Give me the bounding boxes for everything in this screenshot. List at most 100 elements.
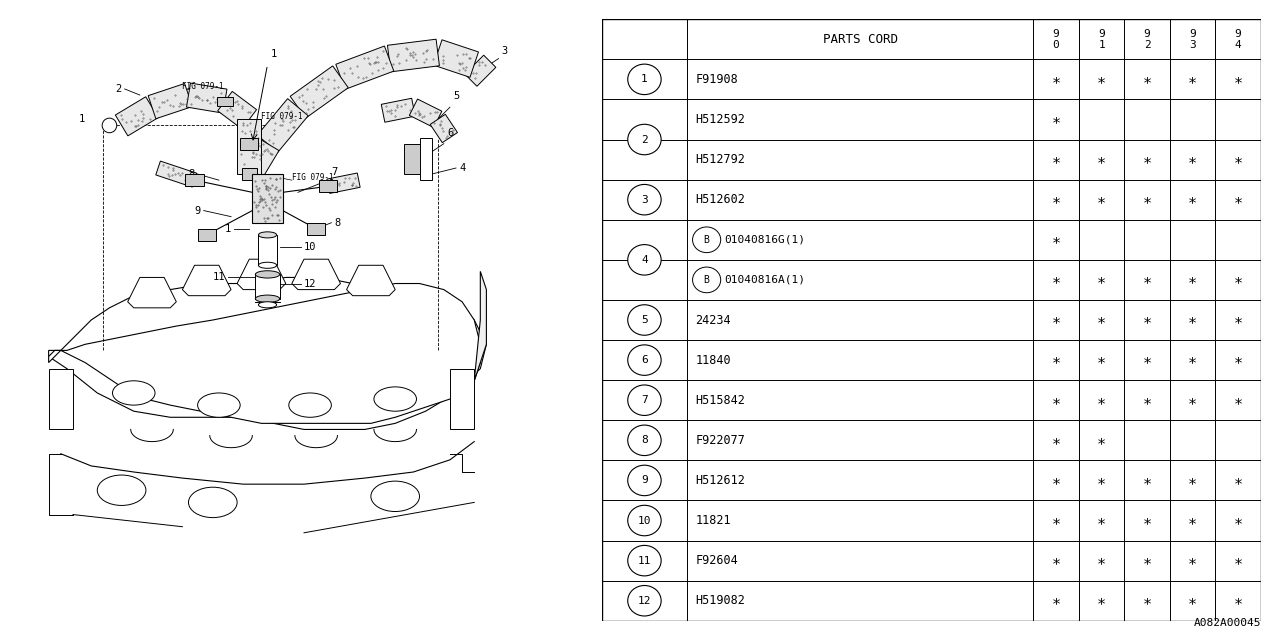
Text: ∗: ∗ (1052, 473, 1061, 488)
Text: ∗: ∗ (1097, 353, 1106, 367)
Text: FIG 079-1: FIG 079-1 (292, 173, 334, 182)
Text: 2: 2 (641, 134, 648, 145)
Text: H512592: H512592 (695, 113, 745, 126)
Text: 6: 6 (447, 127, 453, 138)
Polygon shape (187, 83, 227, 113)
Text: ∗: ∗ (1188, 593, 1197, 608)
Circle shape (627, 124, 662, 155)
Text: ∗: ∗ (1143, 192, 1152, 207)
Text: 3: 3 (502, 45, 508, 56)
Circle shape (102, 118, 116, 132)
Polygon shape (115, 97, 159, 136)
FancyBboxPatch shape (602, 19, 1261, 621)
Ellipse shape (374, 387, 416, 411)
Polygon shape (434, 40, 479, 77)
Polygon shape (388, 39, 439, 72)
Text: ∗: ∗ (1188, 353, 1197, 367)
Text: ∗: ∗ (1097, 433, 1106, 448)
Text: ∗: ∗ (1052, 112, 1061, 127)
Text: 12: 12 (637, 596, 652, 605)
Text: ∗: ∗ (1097, 152, 1106, 167)
Circle shape (627, 425, 662, 456)
Polygon shape (183, 265, 230, 296)
Text: 24234: 24234 (695, 314, 731, 326)
Circle shape (627, 244, 662, 275)
FancyBboxPatch shape (319, 180, 338, 192)
Ellipse shape (256, 295, 280, 302)
Text: 2: 2 (115, 84, 122, 94)
Ellipse shape (113, 381, 155, 405)
Polygon shape (451, 369, 475, 429)
Text: 1: 1 (270, 49, 276, 58)
Ellipse shape (197, 393, 241, 417)
Text: ∗: ∗ (1097, 393, 1106, 408)
Circle shape (692, 227, 721, 253)
Text: ∗: ∗ (1188, 553, 1197, 568)
Text: ∗: ∗ (1052, 273, 1061, 287)
Text: A082A00045: A082A00045 (1193, 618, 1261, 628)
Text: FIG 079-1: FIG 079-1 (183, 82, 224, 91)
Text: ∗: ∗ (1097, 553, 1106, 568)
Text: 5: 5 (641, 315, 648, 325)
Text: PARTS CORD: PARTS CORD (823, 33, 897, 45)
Polygon shape (237, 259, 285, 289)
Text: 9: 9 (195, 205, 201, 216)
Text: 8: 8 (641, 435, 648, 445)
Text: H512792: H512792 (695, 153, 745, 166)
Polygon shape (347, 265, 396, 296)
Text: 10: 10 (305, 242, 316, 252)
Text: ∗: ∗ (1234, 393, 1243, 408)
Ellipse shape (97, 475, 146, 506)
Text: F922077: F922077 (695, 434, 745, 447)
Text: 11821: 11821 (695, 514, 731, 527)
Text: ∗: ∗ (1143, 513, 1152, 528)
Text: ∗: ∗ (1052, 393, 1061, 408)
Text: 4: 4 (641, 255, 648, 265)
FancyBboxPatch shape (420, 138, 431, 180)
Text: ∗: ∗ (1188, 473, 1197, 488)
Text: ∗: ∗ (1143, 473, 1152, 488)
FancyBboxPatch shape (186, 174, 204, 186)
Text: F91908: F91908 (695, 73, 739, 86)
Text: ∗: ∗ (1052, 312, 1061, 328)
Text: ∗: ∗ (1143, 353, 1152, 367)
Text: 7: 7 (332, 167, 338, 177)
Text: 6: 6 (641, 355, 648, 365)
Text: ∗: ∗ (1188, 273, 1197, 287)
Circle shape (262, 278, 273, 289)
FancyBboxPatch shape (256, 275, 280, 299)
Text: FIG 079-1: FIG 079-1 (261, 113, 303, 122)
FancyBboxPatch shape (242, 168, 257, 180)
Text: ∗: ∗ (1097, 192, 1106, 207)
Text: ∗: ∗ (1188, 393, 1197, 408)
Text: F92604: F92604 (695, 554, 739, 567)
Circle shape (692, 267, 721, 292)
Text: H512602: H512602 (695, 193, 745, 206)
Text: ∗: ∗ (1052, 433, 1061, 448)
Text: 1: 1 (79, 115, 84, 124)
Text: 01040816A(1): 01040816A(1) (724, 275, 805, 285)
Text: ∗: ∗ (1052, 72, 1061, 87)
Text: ∗: ∗ (1234, 72, 1243, 87)
Polygon shape (49, 284, 480, 424)
Text: ∗: ∗ (1234, 593, 1243, 608)
Polygon shape (237, 119, 261, 174)
Text: ∗: ∗ (1097, 513, 1106, 528)
Polygon shape (291, 66, 348, 118)
Text: ∗: ∗ (1234, 152, 1243, 167)
Circle shape (627, 345, 662, 375)
Polygon shape (475, 271, 486, 381)
Circle shape (627, 465, 662, 495)
Text: 11: 11 (212, 273, 225, 282)
Text: H515842: H515842 (695, 394, 745, 406)
Text: ∗: ∗ (1052, 232, 1061, 247)
FancyBboxPatch shape (197, 228, 216, 241)
Polygon shape (335, 46, 394, 90)
Text: ∗: ∗ (1052, 353, 1061, 367)
Polygon shape (410, 99, 442, 127)
Text: 10: 10 (637, 516, 652, 525)
Text: ∗: ∗ (1188, 72, 1197, 87)
Circle shape (627, 506, 662, 536)
Polygon shape (292, 259, 340, 289)
Text: ∗: ∗ (1188, 152, 1197, 167)
